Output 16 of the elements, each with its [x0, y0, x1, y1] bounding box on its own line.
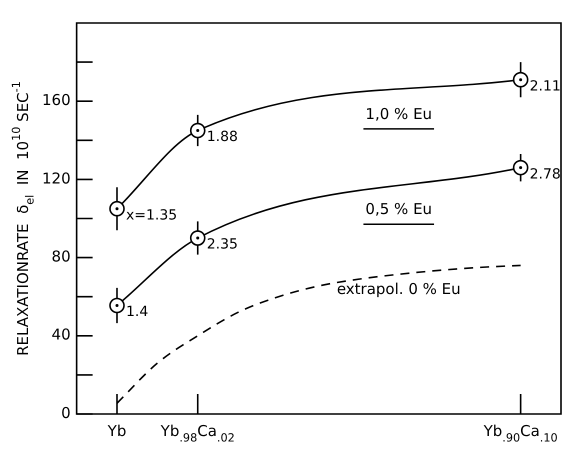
- y-tick-label: 80: [52, 247, 71, 266]
- y-tick-label: 0: [61, 404, 71, 422]
- annotation: 1.4: [126, 304, 148, 320]
- y-axis-title: RELAXATIONRATE δel IN 1010 SEC-1: [10, 81, 37, 356]
- annotation: 1.88: [206, 129, 238, 146]
- annotation: x=1.35: [126, 207, 178, 224]
- annotation: 2.35: [206, 236, 238, 253]
- annotation: 2.11: [530, 78, 561, 94]
- x-tick-label: Yb: [106, 422, 126, 440]
- series-label: extrapol. 0 % Eu: [336, 280, 461, 298]
- series-label: 1,0 % Eu: [365, 104, 432, 123]
- y-tick-label: 120: [42, 169, 71, 188]
- annotation: 2.78: [530, 166, 561, 182]
- series-label: 0,5 % Eu: [365, 200, 432, 218]
- y-tick-label: 160: [42, 91, 71, 110]
- y-tick-label: 40: [52, 326, 71, 344]
